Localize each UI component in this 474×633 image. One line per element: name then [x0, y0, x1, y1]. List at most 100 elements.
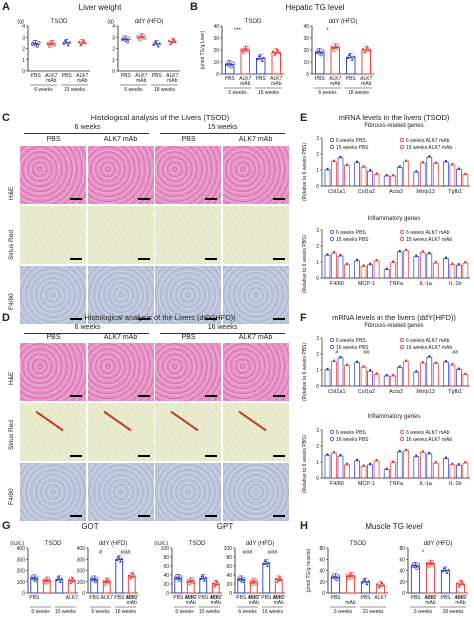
bar: [240, 49, 250, 75]
scale-bar: [137, 395, 150, 397]
data-point: [229, 64, 233, 69]
data-point: [46, 576, 50, 581]
bar: [443, 361, 449, 387]
bar: [383, 269, 390, 279]
data-point: [428, 451, 431, 455]
data-point: [326, 253, 329, 256]
y-tick-label: 20: [399, 580, 405, 586]
data-point: [51, 40, 55, 44]
fibrosis-streak: [103, 411, 132, 432]
data-point: [127, 573, 131, 577]
data-point: [238, 575, 242, 579]
bar: [403, 161, 410, 187]
scale-bar: [70, 198, 82, 200]
x-tick-label: ALK7: [166, 73, 178, 79]
data-point: [155, 42, 159, 46]
panel-label-h: H: [300, 520, 308, 532]
data-point: [355, 160, 359, 163]
data-point: [262, 562, 266, 566]
group-label: TSOD: [350, 541, 367, 547]
data-point: [276, 580, 280, 583]
x-tick-label: PBS: [360, 595, 371, 601]
data-point: [93, 579, 98, 584]
panel-a-title: Liver weight: [78, 3, 122, 12]
gene-label: IL-1b: [449, 481, 462, 487]
data-point: [446, 568, 450, 572]
legend-marker: [400, 237, 404, 241]
histology-image: [155, 343, 221, 401]
legend-label: 15 weeks ALK7 mAb: [406, 237, 452, 243]
y-tick-label: 3: [112, 35, 115, 41]
data-point: [127, 36, 131, 41]
legend-marker: [330, 345, 334, 349]
data-point: [365, 582, 369, 586]
x-tick-label: ALK7: [126, 595, 138, 601]
y-tick-label: 30: [213, 36, 219, 42]
y-tick-label: 80: [163, 555, 169, 561]
bar: [396, 367, 403, 387]
legend-label: 16 weeks ALK7 mAb: [406, 437, 452, 443]
x-tick-label: ALK7: [185, 595, 197, 601]
bar: [419, 362, 426, 387]
bar: [426, 356, 433, 387]
histology-image: [222, 266, 289, 324]
bar: [443, 161, 449, 187]
data-point: [332, 48, 336, 52]
data-point: [60, 577, 64, 581]
data-point: [277, 51, 281, 54]
panel-d-row-sirius: Sirius Red: [8, 420, 15, 450]
x-tick-label: mAb: [271, 81, 282, 87]
data-point: [339, 355, 342, 359]
bar: [443, 458, 449, 479]
gene-label: TNFa: [389, 481, 404, 487]
week-label: 15 weeks: [55, 609, 77, 615]
scale-bar: [205, 395, 217, 397]
data-point: [392, 260, 395, 263]
data-point: [172, 37, 176, 41]
y-tick-label: 2: [316, 244, 319, 250]
x-tick-label: PBS: [425, 595, 436, 601]
panel-e-title: mRNA levels in the livers (TSOD): [338, 113, 450, 122]
scale-bar: [205, 258, 217, 260]
legend-marker: [330, 230, 334, 234]
histology-image: [222, 343, 289, 401]
y-tick-label: 3: [316, 336, 319, 342]
bar: [274, 579, 283, 594]
scale-bar: [137, 515, 150, 517]
x-tick-label: mAb: [186, 600, 197, 606]
group-label: ddY (HFD): [99, 541, 128, 547]
x-tick-label: PBS: [256, 76, 267, 82]
week-label: 15 weeks: [362, 609, 384, 615]
bar: [396, 251, 403, 279]
panel-d-col-2: ALK7 mAb: [103, 334, 138, 341]
bar: [337, 255, 344, 279]
data-point: [457, 262, 461, 266]
y-tick-label: 400: [17, 546, 26, 552]
data-point: [451, 462, 454, 465]
y-tick-label: 2: [316, 352, 319, 358]
bar: [432, 363, 439, 387]
data-point: [67, 578, 71, 581]
histology-image: [222, 463, 289, 521]
x-tick-label: PBS: [330, 595, 341, 601]
data-point: [177, 578, 182, 582]
x-tick-label: ALK7: [101, 595, 113, 601]
scale-bar: [70, 395, 82, 397]
bar: [354, 460, 360, 479]
bar: [390, 175, 397, 187]
data-point: [366, 46, 370, 49]
x-tick-label: ALK7: [454, 595, 466, 601]
bar: [324, 369, 331, 387]
bar: [390, 462, 397, 479]
significance-marker: ##: [452, 350, 459, 356]
x-tick-label: PBS: [249, 595, 260, 601]
histology-image: [20, 146, 86, 204]
data-point: [170, 40, 174, 44]
x-tick-label: mAb: [127, 600, 138, 606]
data-point: [118, 559, 122, 563]
data-point: [42, 578, 46, 583]
bar: [354, 162, 360, 187]
x-tick-label: PBS: [152, 73, 163, 79]
week-label: 6 weeks: [414, 609, 433, 615]
